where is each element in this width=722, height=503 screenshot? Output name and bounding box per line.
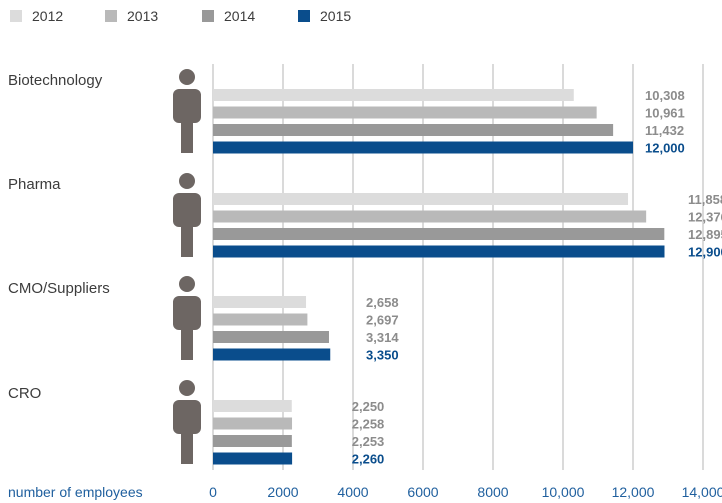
bar-2012	[213, 193, 629, 205]
value-label: 3,314	[366, 330, 399, 345]
x-tick-label: 2000	[267, 484, 298, 500]
bar-2014	[213, 435, 292, 447]
labels: Biotechnology 10,308 10,961 11,432 12,000 Pha…	[8, 72, 722, 467]
x-tick-label: 12,000	[612, 484, 655, 500]
category-label: Biotechnology	[8, 72, 103, 89]
x-tick-label: 14,000	[682, 484, 722, 500]
legend-label: 2014	[224, 8, 255, 24]
legend-label: 2013	[127, 8, 158, 24]
x-tick-label: 8000	[477, 484, 508, 500]
value-label: 3,350	[366, 348, 399, 363]
legend: 2012 2013 2014 2015	[10, 8, 351, 24]
x-tick-label: 0	[209, 484, 217, 500]
category-label: CRO	[8, 385, 41, 402]
bar-2015	[213, 141, 633, 154]
bar-2013	[213, 210, 647, 223]
legend-swatch	[105, 10, 117, 22]
legend-label: 2015	[320, 8, 351, 24]
bar-2015	[213, 245, 665, 258]
value-label: 2,250	[352, 399, 385, 414]
value-label: 10,961	[645, 106, 685, 121]
value-label: 11,858	[688, 192, 722, 207]
legend-swatch	[202, 10, 214, 22]
person-icon	[173, 276, 201, 360]
bar-2015	[213, 348, 331, 361]
value-label: 2,697	[366, 313, 399, 328]
bar-2012	[213, 89, 574, 101]
bar-2013	[213, 417, 293, 430]
x-tick-label: 4000	[337, 484, 368, 500]
person-icon	[173, 173, 201, 257]
x-tick-label: 10,000	[542, 484, 585, 500]
category-label: CMO/Suppliers	[8, 280, 110, 297]
bar-2015	[213, 452, 293, 465]
value-label: 12,895	[688, 227, 722, 242]
value-label: 2,253	[352, 434, 385, 449]
bar-2013	[213, 313, 308, 326]
value-label: 12,376	[688, 210, 722, 225]
category-label: Pharma	[8, 176, 61, 193]
value-label: 11,432	[645, 123, 684, 138]
x-axis: number of employees 0 2000 4000 6000 8000 10,…	[8, 484, 722, 500]
value-label: 12,000	[645, 141, 685, 156]
value-label: 2,260	[352, 452, 385, 467]
bar-2013	[213, 106, 597, 119]
bars	[213, 89, 665, 465]
bar-2014	[213, 124, 614, 136]
x-axis-title: number of employees	[8, 484, 143, 500]
person-icon	[173, 69, 201, 153]
x-tick-label: 6000	[407, 484, 438, 500]
value-label: 10,308	[645, 88, 685, 103]
person-icon	[173, 380, 201, 464]
legend-swatch	[10, 10, 22, 22]
person-icons	[173, 69, 201, 464]
value-label: 2,258	[352, 417, 385, 432]
value-label: 12,900	[688, 245, 722, 260]
value-label: 2,658	[366, 295, 399, 310]
bar-2012	[213, 400, 292, 412]
legend-swatch	[298, 10, 310, 22]
bar-2014	[213, 331, 329, 343]
bar-2014	[213, 228, 665, 240]
bar-2012	[213, 296, 307, 308]
legend-label: 2012	[32, 8, 63, 24]
